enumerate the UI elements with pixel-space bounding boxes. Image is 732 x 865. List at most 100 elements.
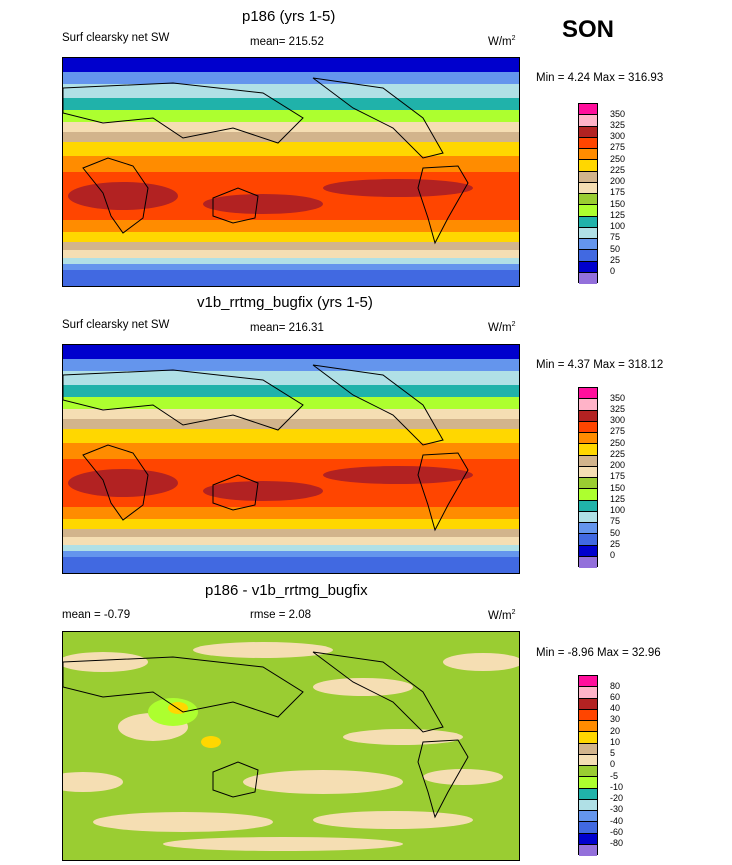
- colorbar-swatch: [579, 126, 597, 138]
- colorbar-tick-label: -60: [610, 827, 624, 837]
- colorbar-tick-label: 80: [610, 681, 621, 691]
- colorbar-tick-label: 300: [610, 131, 626, 141]
- panel2-minmax: Min = 4.37 Max = 318.12: [536, 359, 664, 371]
- colorbar-tick-label: 150: [610, 483, 626, 493]
- colorbar-swatch: [579, 844, 597, 856]
- colorbar-swatch: [579, 687, 597, 699]
- colorbar-swatch: [579, 788, 597, 800]
- colorbar-swatch: [579, 205, 597, 217]
- panel3-mean-label: mean = -0.79: [62, 609, 131, 621]
- colorbar-tick-label: 200: [610, 460, 626, 470]
- colorbar-tick-label: 50: [610, 244, 621, 254]
- panel1-map: [62, 57, 520, 287]
- colorbar-swatch: [579, 272, 597, 284]
- colorbar-tick-label: -10: [610, 782, 624, 792]
- colorbar-tick-label: -30: [610, 804, 624, 814]
- colorbar-tick-label: 250: [610, 154, 626, 164]
- colorbar-swatch: [579, 676, 597, 688]
- colorbar-swatch: [579, 511, 597, 523]
- colorbar-swatch: [579, 216, 597, 228]
- colorbar-tick-label: 0: [610, 550, 616, 560]
- panel3-title: p186 - v1b_rrtmg_bugfix: [205, 582, 368, 599]
- colorbar-tick-label: 200: [610, 176, 626, 186]
- colorbar-tick-label: 75: [610, 516, 621, 526]
- panel1-mean-label: mean= 215.52: [250, 36, 324, 48]
- colorbar-swatch: [579, 523, 597, 535]
- colorbar-swatch: [579, 160, 597, 172]
- colorbar-swatch: [579, 182, 597, 194]
- panel3-units: W/m2: [488, 609, 516, 622]
- colorbar-tick-label: -5: [610, 771, 619, 781]
- colorbar-tick-label: 60: [610, 692, 621, 702]
- panel1-minmax: Min = 4.24 Max = 316.93: [536, 72, 664, 84]
- colorbar-tick-label: 40: [610, 703, 621, 713]
- colorbar-swatch: [579, 545, 597, 557]
- colorbar-swatch: [579, 777, 597, 789]
- colorbar-swatch: [579, 754, 597, 766]
- colorbar-swatch: [579, 137, 597, 149]
- colorbar-tick-label: 300: [610, 415, 626, 425]
- colorbar-tick-label: 0: [610, 759, 616, 769]
- colorbar-tick-label: 175: [610, 187, 626, 197]
- panel3-rmse-label: rmse = 2.08: [250, 609, 312, 621]
- panel2-variable-label: Surf clearsky net SW: [62, 319, 170, 331]
- colorbar-swatch: [579, 171, 597, 183]
- colorbar-swatch: [579, 388, 597, 400]
- colorbar-tick-label: 325: [610, 404, 626, 414]
- colorbar-swatch: [579, 104, 597, 116]
- colorbar-tick-label: 175: [610, 471, 626, 481]
- colorbar-tick-label: 350: [610, 393, 626, 403]
- colorbar-swatch: [579, 799, 597, 811]
- colorbar-tick-label: 125: [610, 494, 626, 504]
- colorbar-tick-label: 250: [610, 438, 626, 448]
- panel3-map: [62, 631, 520, 861]
- colorbar-swatch: [579, 194, 597, 206]
- colorbar-swatch: [579, 410, 597, 422]
- colorbar-tick-label: 275: [610, 142, 626, 152]
- colorbar-tick-label: 100: [610, 505, 626, 515]
- panel1-colorbar: [578, 103, 598, 284]
- colorbar-swatch: [579, 556, 597, 568]
- colorbar-tick-label: 25: [610, 255, 621, 265]
- panel3-colorbar: [578, 675, 598, 856]
- colorbar-tick-label: 20: [610, 726, 621, 736]
- colorbar-swatch: [579, 455, 597, 467]
- colorbar-swatch: [579, 698, 597, 710]
- colorbar-swatch: [579, 811, 597, 823]
- colorbar-swatch: [579, 500, 597, 512]
- colorbar-tick-label: -80: [610, 838, 624, 848]
- colorbar-tick-label: 125: [610, 210, 626, 220]
- colorbar-tick-label: 150: [610, 199, 626, 209]
- colorbar-swatch: [579, 433, 597, 445]
- panel2-colorbar: [578, 387, 598, 568]
- colorbar-swatch: [579, 421, 597, 433]
- colorbar-tick-label: 325: [610, 120, 626, 130]
- colorbar-tick-label: 350: [610, 109, 626, 119]
- colorbar-swatch: [579, 478, 597, 490]
- colorbar-tick-label: 75: [610, 232, 621, 242]
- panel1-units: W/m2: [488, 35, 516, 48]
- colorbar-tick-label: 30: [610, 714, 621, 724]
- panel3-minmax: Min = -8.96 Max = 32.96: [536, 647, 661, 659]
- colorbar-swatch: [579, 115, 597, 127]
- colorbar-swatch: [579, 822, 597, 834]
- colorbar-swatch: [579, 766, 597, 778]
- colorbar-swatch: [579, 466, 597, 478]
- colorbar-swatch: [579, 239, 597, 251]
- colorbar-tick-label: 225: [610, 449, 626, 459]
- colorbar-tick-label: 275: [610, 426, 626, 436]
- panel2-map: [62, 344, 520, 574]
- colorbar-tick-label: -20: [610, 793, 624, 803]
- colorbar-swatch: [579, 227, 597, 239]
- colorbar-swatch: [579, 250, 597, 262]
- colorbar-tick-label: 0: [610, 266, 616, 276]
- panel1-title: p186 (yrs 1-5): [242, 8, 336, 25]
- panel2-mean-label: mean= 216.31: [250, 322, 324, 334]
- colorbar-tick-label: 5: [610, 748, 616, 758]
- colorbar-tick-label: 25: [610, 539, 621, 549]
- colorbar-swatch: [579, 534, 597, 546]
- colorbar-tick-label: 100: [610, 221, 626, 231]
- colorbar-swatch: [579, 732, 597, 744]
- colorbar-swatch: [579, 721, 597, 733]
- colorbar-tick-label: -40: [610, 816, 624, 826]
